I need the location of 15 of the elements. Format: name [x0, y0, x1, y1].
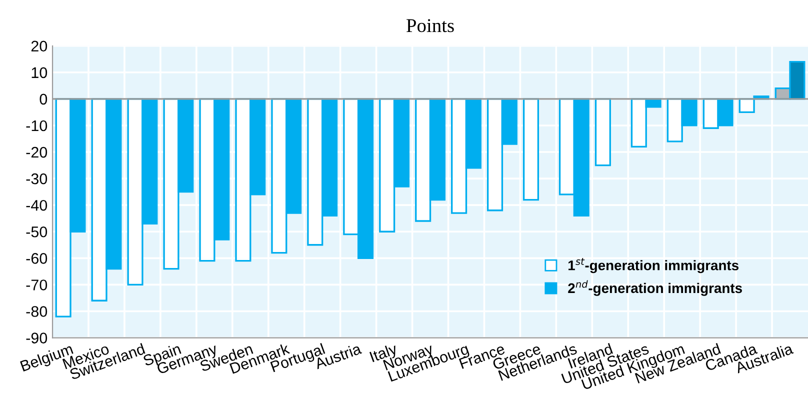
- legend-label: 1$^{st}$-generation immigrants: [568, 258, 739, 274]
- y-tick-label: -20: [26, 146, 48, 158]
- y-tick-label: -40: [26, 200, 48, 211]
- y-tick-label: 10: [32, 67, 48, 78]
- y-tick-label: -90: [26, 332, 48, 344]
- y-tick-label: 0: [40, 94, 48, 105]
- y-tick-label: -10: [26, 120, 48, 132]
- y-tick-label: -50: [26, 226, 48, 238]
- y-tick-label: -30: [26, 173, 48, 184]
- y-tick-label: -70: [26, 280, 48, 290]
- chart-title: Points: [406, 19, 454, 32]
- y-tick-label: -80: [26, 306, 48, 317]
- y-tick-label: 20: [31, 40, 48, 52]
- y-tick-label: -60: [26, 253, 48, 264]
- legend-label: 2$^{nd}$-generation immigrants: [568, 280, 742, 296]
